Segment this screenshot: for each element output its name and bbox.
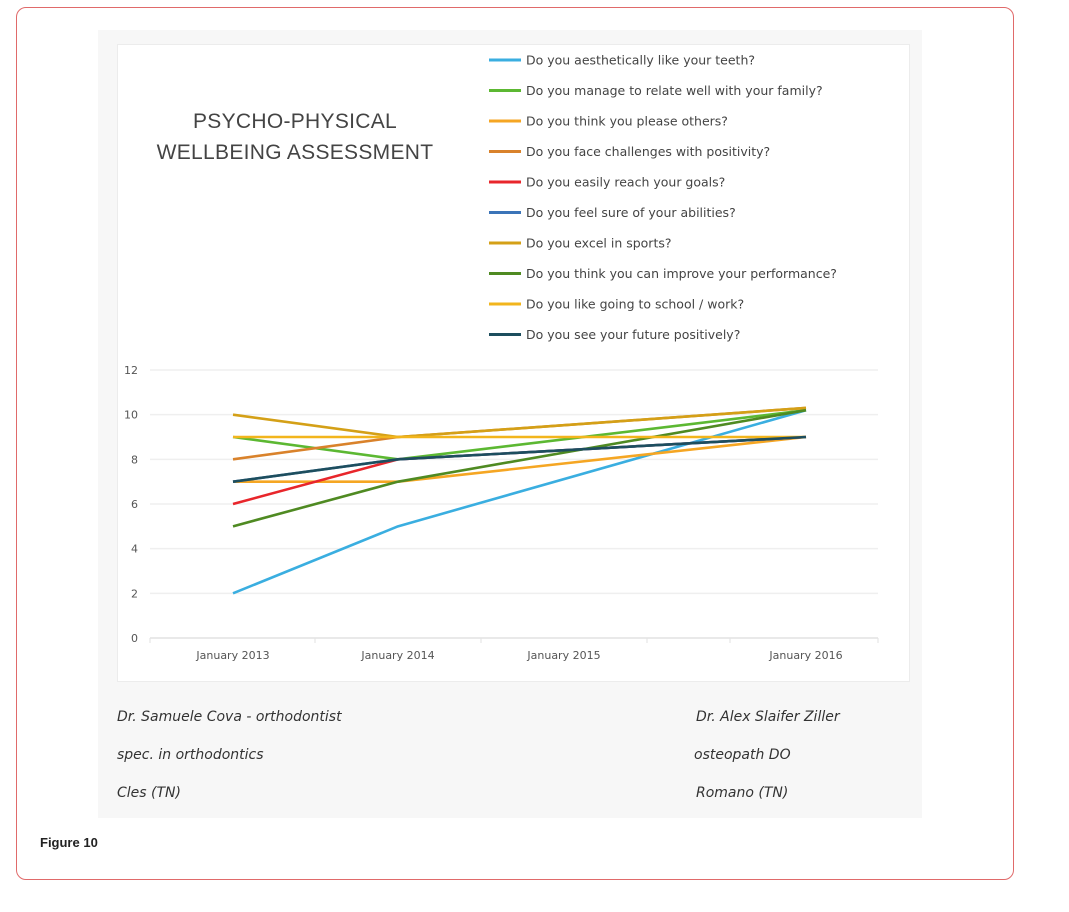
x-tick-label: January 2016 xyxy=(768,649,842,662)
legend-label: Do you aesthetically like your teeth? xyxy=(526,53,755,68)
legend-label: Do you easily reach your goals? xyxy=(526,175,725,190)
legend-label: Do you think you please others? xyxy=(526,114,728,129)
y-tick-label: 2 xyxy=(131,587,138,600)
y-tick-label: 6 xyxy=(131,498,138,511)
legend-label: Do you think you can improve your perfor… xyxy=(526,266,837,281)
series-line xyxy=(232,435,807,483)
y-tick-label: 10 xyxy=(124,409,138,422)
legend-label: Do you see your future positively? xyxy=(526,327,740,342)
y-tick-label: 4 xyxy=(131,543,138,556)
legend-label: Do you feel sure of your abilities? xyxy=(526,205,736,220)
series-line xyxy=(232,406,807,439)
x-tick-label: January 2015 xyxy=(526,649,600,662)
signature-right-title: osteopath DO xyxy=(694,747,791,763)
figure-caption: Figure 10 xyxy=(40,835,98,850)
legend-label: Do you face challenges with positivity? xyxy=(526,144,770,159)
signature-left-name: Dr. Samuele Cova - orthodontist xyxy=(117,709,342,725)
legend-label: Do you like going to school / work? xyxy=(526,297,744,312)
signature-right-name: Dr. Alex Slaifer Ziller xyxy=(696,709,840,725)
series-line xyxy=(232,408,807,595)
x-tick-label: January 2013 xyxy=(195,649,269,662)
y-tick-label: 0 xyxy=(131,632,138,645)
chart-title-line2: WELLBEING ASSESSMENT xyxy=(156,141,434,164)
signature-left-title: spec. in orthodontics xyxy=(117,747,264,763)
figure-frame xyxy=(16,7,1014,880)
y-tick-label: 12 xyxy=(124,364,138,377)
signature-left-place: Cles (TN) xyxy=(117,785,181,801)
signature-right-place: Romano (TN) xyxy=(696,785,789,801)
x-tick-label: January 2014 xyxy=(360,649,434,662)
chart-title-line1: PSYCHO-PHYSICAL xyxy=(192,110,398,133)
y-tick-label: 8 xyxy=(131,453,138,466)
legend-label: Do you manage to relate well with your f… xyxy=(526,83,823,98)
legend-label: Do you excel in sports? xyxy=(526,236,672,251)
series-line xyxy=(232,408,807,528)
